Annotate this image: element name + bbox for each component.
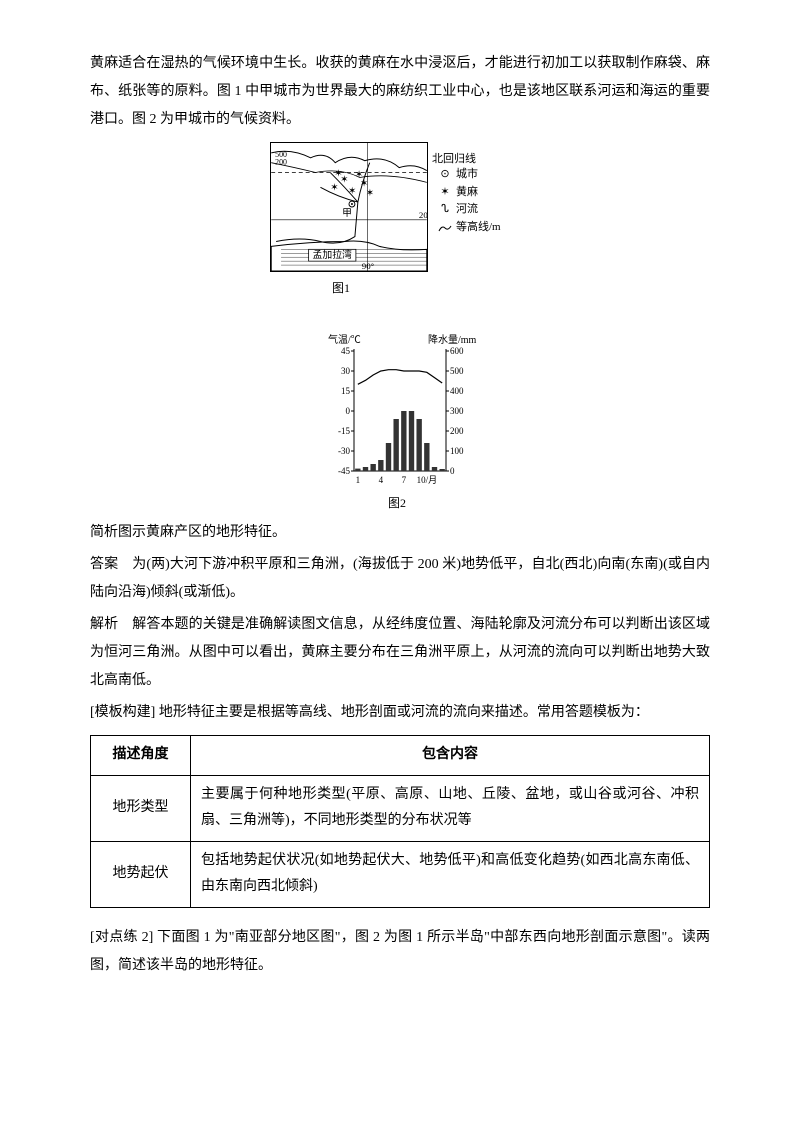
svg-text:✶: ✶ (355, 169, 363, 180)
svg-text:30: 30 (341, 366, 351, 376)
svg-text:200: 200 (450, 426, 464, 436)
template-table: 描述角度 包含内容 地形类型 主要属于何种地形类型(平原、高原、山地、丘陵、盆地… (90, 735, 710, 908)
svg-text:300: 300 (450, 406, 464, 416)
svg-text:✶: ✶ (348, 186, 356, 197)
table-row: 地势起伏 包括地势起伏状况(如地势起伏大、地势低平)和高低变化趋势(如西北高东南… (91, 841, 710, 907)
legend-river: 河流 (456, 201, 478, 219)
svg-text:1: 1 (356, 475, 361, 485)
svg-text:✶: ✶ (330, 182, 338, 193)
practice-text: 下面图 1 为"南亚部分地区图"，图 2 为图 1 所示半岛"中部东西向地形剖面… (90, 930, 710, 973)
precip-axis-label: 降水量/mm (428, 333, 477, 346)
figure-1-container: 20° 90° 甲 ✶✶✶ ✶✶✶ ✶ 200 500 孟加拉湾 北回归线 ⊙城… (90, 142, 710, 323)
template-label: [模板构建] (90, 705, 155, 720)
figure-2-container: 气温/℃ 降水量/mm 45 30 15 0 -15 -30 -45 600 500 400 30… (90, 331, 710, 511)
climate-figure: 气温/℃ 降水量/mm 45 30 15 0 -15 -30 -45 600 500 400 30… (310, 331, 490, 511)
svg-text:600: 600 (450, 346, 464, 356)
map-legend: ⊙城市 ✶黄麻 ᔐ河流 等高线/m (438, 166, 501, 236)
jute-icon: ✶ (438, 184, 452, 202)
svg-text:400: 400 (450, 386, 464, 396)
answer-text: 为(两)大河下游冲积平原和三角洲，(海拔低于 200 米)地势低平，自北(西北)… (90, 557, 710, 600)
svg-text:15: 15 (341, 386, 351, 396)
lat-label: 20° (419, 210, 427, 220)
legend-city: 城市 (456, 166, 478, 184)
svg-text:7: 7 (402, 475, 407, 485)
svg-text:✶: ✶ (366, 188, 374, 199)
intro-paragraph: 黄麻适合在湿热的气候环境中生长。收获的黄麻在水中浸沤后，才能进行初加工以获取制作… (90, 50, 710, 134)
svg-text:0: 0 (346, 406, 351, 416)
practice-label: [对点练 2] (90, 930, 153, 945)
lon-label: 90° (362, 261, 375, 271)
svg-text:-45: -45 (338, 466, 350, 476)
analysis-text: 解答本题的关键是准确解读图文信息，从经纬度位置、海陆轮廓及河流分布可以判断出该区… (90, 617, 710, 688)
analysis-block: 解析 解答本题的关键是准确解读图文信息，从经纬度位置、海陆轮廓及河流分布可以判断… (90, 611, 710, 695)
row1-angle: 地势起伏 (91, 841, 191, 907)
svg-text:100: 100 (450, 446, 464, 456)
river-icon: ᔐ (438, 201, 452, 219)
figure2-caption: 图2 (388, 491, 406, 515)
climate-chart-svg: 气温/℃ 降水量/mm 45 30 15 0 -15 -30 -45 600 500 400 30… (310, 331, 490, 491)
map-box: 20° 90° 甲 ✶✶✶ ✶✶✶ ✶ 200 500 孟加拉湾 (270, 142, 428, 272)
city-marker-label: 甲 (342, 208, 352, 219)
header-content: 包含内容 (191, 736, 710, 776)
svg-text:4: 4 (379, 475, 384, 485)
svg-text:-15: -15 (338, 426, 350, 436)
question-text: 简析图示黄麻产区的地形特征。 (90, 519, 710, 547)
svg-text:✶: ✶ (334, 168, 342, 179)
legend-jute: 黄麻 (456, 184, 478, 202)
legend-contour: 等高线/m (456, 219, 501, 237)
svg-text:-30: -30 (338, 446, 350, 456)
answer-block: 答案 为(两)大河下游冲积平原和三角洲，(海拔低于 200 米)地势低平，自北(… (90, 551, 710, 607)
map-svg: 20° 90° 甲 ✶✶✶ ✶✶✶ ✶ 200 500 孟加拉湾 (271, 143, 427, 271)
template-text: 地形特征主要是根据等高线、地形剖面或河流的流向来描述。常用答题模板为： (159, 705, 649, 720)
row1-content: 包括地势起伏状况(如地势起伏大、地势低平)和高低变化趋势(如西北高东南低、由东南… (191, 841, 710, 907)
table-header-row: 描述角度 包含内容 (91, 736, 710, 776)
city-icon: ⊙ (438, 166, 452, 184)
template-block: [模板构建] 地形特征主要是根据等高线、地形剖面或河流的流向来描述。常用答题模板… (90, 699, 710, 727)
table-row: 地形类型 主要属于何种地形类型(平原、高原、山地、丘陵、盆地，或山谷或河谷、冲积… (91, 775, 710, 841)
row0-angle: 地形类型 (91, 775, 191, 841)
map-figure: 20° 90° 甲 ✶✶✶ ✶✶✶ ✶ 200 500 孟加拉湾 北回归线 ⊙城… (270, 142, 530, 312)
analysis-label: 解析 (90, 617, 118, 632)
svg-text:0: 0 (450, 466, 455, 476)
contour-icon (438, 223, 452, 233)
header-angle: 描述角度 (91, 736, 191, 776)
bay-label: 孟加拉湾 (313, 248, 352, 261)
figure1-caption: 图1 (332, 276, 350, 300)
contour-500: 500 (275, 150, 287, 159)
svg-text:10/月: 10/月 (417, 475, 438, 485)
practice-block: [对点练 2] 下面图 1 为"南亚部分地区图"，图 2 为图 1 所示半岛"中… (90, 924, 710, 980)
svg-text:45: 45 (341, 346, 351, 356)
temp-axis-label: 气温/℃ (328, 333, 361, 346)
svg-text:500: 500 (450, 366, 464, 376)
contour-200: 200 (275, 158, 287, 167)
answer-label: 答案 (90, 557, 118, 572)
row0-content: 主要属于何种地形类型(平原、高原、山地、丘陵、盆地，或山谷或河谷、冲积扇、三角洲… (191, 775, 710, 841)
